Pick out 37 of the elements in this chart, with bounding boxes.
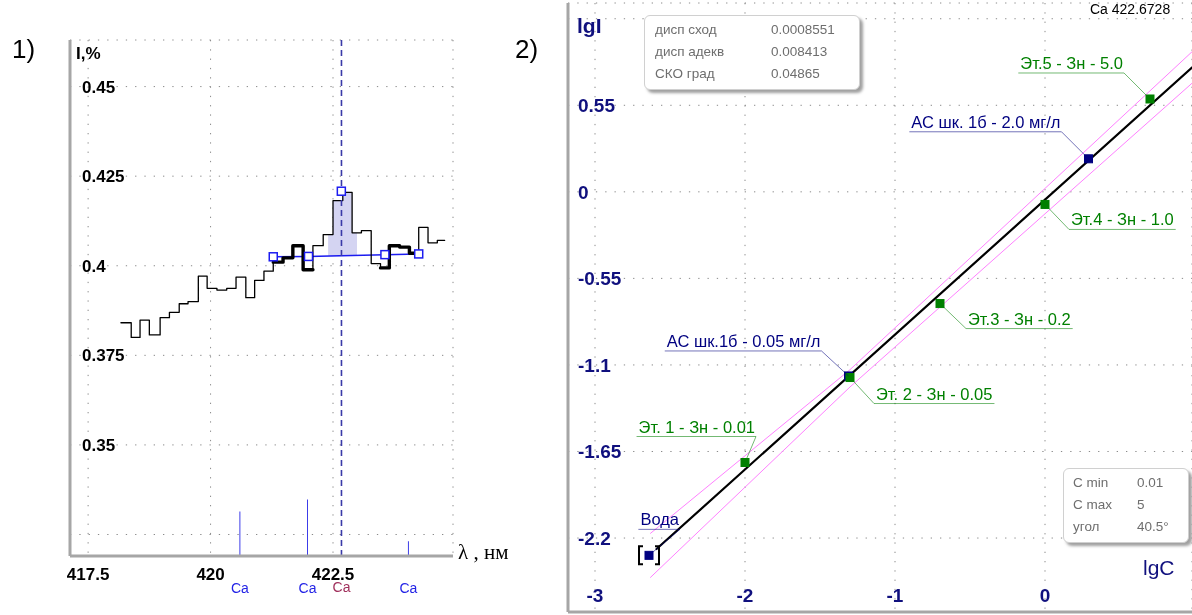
y-tick-label: 0.375 <box>82 346 125 366</box>
y-axis-title: I,% <box>76 44 101 64</box>
x-axis-title: λ , нм <box>458 540 509 565</box>
annotation: АС шк. 1б - 2.0 мг/л <box>911 112 1061 131</box>
annotation: Ca 422.6728 <box>1090 1 1171 17</box>
text: 2) <box>515 34 539 65</box>
y-tick-label: 0.4 <box>82 256 107 276</box>
info-panel: дисп сход 0.0008551 дисп адекв 0.008413 СКО град 0.04865 <box>644 15 860 90</box>
annotation: Эт.3 - Зн - 0.2 <box>968 309 1071 328</box>
x-tick-label: -1 <box>886 585 904 606</box>
y-tick-label: -2.2 <box>578 527 611 549</box>
annotation: Эт. 1 - Зн - 0.01 <box>638 417 755 436</box>
annotation: Эт. 2 - Зн - 0.05 <box>876 384 993 403</box>
chart-title: 1) <box>12 34 36 65</box>
annotation: Эт.4 - Зн - 1.0 <box>1071 210 1174 229</box>
y-tick-label: -1.1 <box>578 354 612 376</box>
y-axis-title: lgI <box>577 14 602 38</box>
y-tick-label: -1.65 <box>578 441 622 463</box>
y-tick-label: -0.55 <box>578 268 622 290</box>
annotation: Ca <box>231 580 250 596</box>
x-tick-label: -3 <box>586 585 604 606</box>
x-tick-label: 0 <box>1039 585 1051 606</box>
annotation: Ca <box>399 580 418 596</box>
y-tick-label: 0.55 <box>578 95 616 117</box>
annotation: АС шк.1б - 0.05 мг/л <box>666 331 821 350</box>
annotation: Вода <box>640 510 680 529</box>
info-panel: C min 0.01 C max 5 угол 40.5° <box>1063 468 1189 543</box>
annotation: Ca <box>298 580 317 596</box>
y-tick-label: 0.45 <box>82 77 116 97</box>
y-tick-label: 0.35 <box>82 435 116 455</box>
x-tick-label: 417.5 <box>66 565 110 585</box>
y-tick-label: 0 <box>578 181 589 203</box>
x-axis-title: lgC <box>1143 556 1175 580</box>
x-tick-label: 420 <box>196 565 225 585</box>
y-tick-label: 0.425 <box>82 167 125 187</box>
x-tick-label: -2 <box>736 585 754 606</box>
annotation: Эт.5 - Зн - 5.0 <box>1020 53 1123 72</box>
